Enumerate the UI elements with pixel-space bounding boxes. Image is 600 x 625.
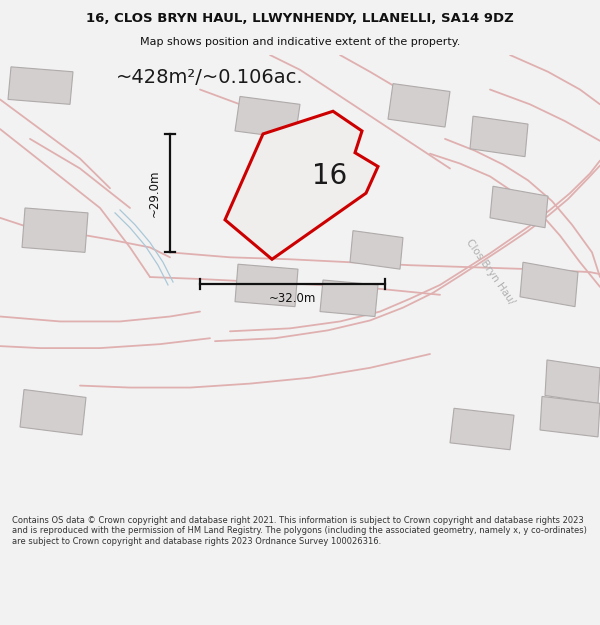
Polygon shape (225, 111, 378, 259)
Polygon shape (388, 84, 450, 127)
Polygon shape (22, 208, 88, 252)
Text: 16: 16 (311, 162, 347, 190)
Polygon shape (545, 360, 600, 403)
Text: 16, CLOS BRYN HAUL, LLWYNHENDY, LLANELLI, SA14 9DZ: 16, CLOS BRYN HAUL, LLWYNHENDY, LLANELLI… (86, 12, 514, 25)
Text: ~29.0m: ~29.0m (148, 169, 161, 217)
Text: Map shows position and indicative extent of the property.: Map shows position and indicative extent… (140, 38, 460, 48)
Polygon shape (470, 116, 528, 157)
Polygon shape (540, 396, 600, 437)
Text: Clos Bryn Hau/: Clos Bryn Hau/ (464, 238, 516, 307)
Text: ~32.0m: ~32.0m (269, 292, 316, 305)
Polygon shape (520, 262, 578, 307)
Polygon shape (235, 264, 298, 307)
Polygon shape (350, 231, 403, 269)
Polygon shape (490, 186, 548, 228)
Polygon shape (320, 280, 378, 316)
Text: Contains OS data © Crown copyright and database right 2021. This information is : Contains OS data © Crown copyright and d… (12, 516, 587, 546)
Text: ~428m²/~0.106ac.: ~428m²/~0.106ac. (116, 68, 304, 88)
Polygon shape (8, 67, 73, 104)
Polygon shape (20, 389, 86, 435)
Polygon shape (235, 96, 300, 139)
Polygon shape (450, 408, 514, 450)
